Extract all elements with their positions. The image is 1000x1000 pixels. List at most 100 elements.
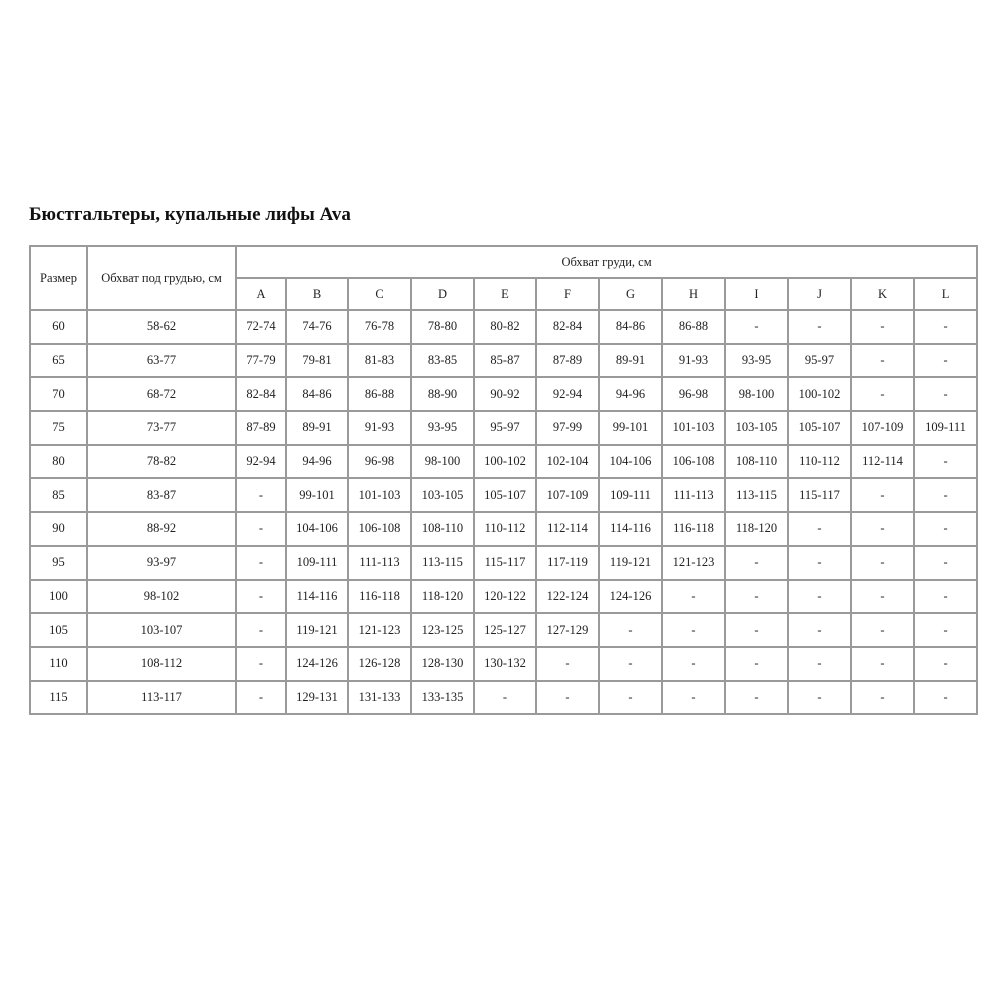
cup-cell-g: 99-101	[598, 410, 663, 446]
cup-cell-a: 82-84	[235, 376, 287, 413]
size-cell: 90	[29, 511, 88, 547]
cup-cell-b: 129-131	[285, 679, 349, 716]
cup-cell-i: 113-115	[724, 477, 789, 514]
cup-cell-j: -	[787, 578, 852, 615]
cup-cell-j: 105-107	[787, 410, 852, 446]
cup-cell-k: -	[850, 342, 915, 379]
header-cup-i: I	[724, 277, 789, 311]
cup-cell-d: 123-125	[410, 612, 475, 648]
cup-cell-l: -	[912, 443, 979, 480]
size-cell: 60	[29, 309, 88, 345]
cup-cell-a: -	[235, 511, 287, 547]
cup-cell-a: 92-94	[235, 443, 287, 480]
cup-cell-b: 99-101	[285, 477, 349, 514]
cup-cell-f: 127-129	[535, 612, 600, 648]
table-row: 85 83-87-99-101 101-103 103-105 105-107 107-1…	[29, 477, 979, 514]
cup-cell-k: -	[850, 679, 915, 716]
underbust-cell: 108-112	[86, 645, 237, 682]
size-chart-table: Размер Обхват под грудью, см Обхват груд…	[29, 245, 979, 716]
cup-cell-c: 131-133	[347, 679, 412, 716]
cup-cell-a: 77-79	[235, 342, 287, 379]
cup-cell-j: -	[787, 679, 852, 716]
cup-cell-f: 97-99	[535, 410, 600, 446]
cup-cell-j: -	[787, 612, 852, 648]
cup-cell-a: -	[235, 544, 287, 581]
cup-cell-f: -	[535, 645, 600, 682]
table-row: 80 78-82 92-94 94-96 96-98 98-100 100-102 102-1…	[29, 443, 979, 480]
cup-cell-j: 95-97	[787, 342, 852, 379]
underbust-cell: 68-72	[86, 376, 237, 413]
cup-cell-d: 78-80	[410, 309, 475, 345]
cup-cell-g: -	[598, 679, 663, 716]
cup-cell-l: -	[912, 477, 979, 514]
cup-cell-d: 128-130	[410, 645, 475, 682]
header-size: Размер	[29, 245, 88, 311]
size-cell: 110	[29, 645, 88, 682]
cup-cell-g: 104-106	[598, 443, 663, 480]
cup-cell-d: 133-135	[410, 679, 475, 716]
header-cup-j: J	[787, 277, 852, 311]
cup-cell-k: -	[850, 544, 915, 581]
table-row: 105 103-107-119-121 121-123 123-125 125-127 1…	[29, 612, 979, 648]
cup-cell-c: 121-123	[347, 612, 412, 648]
cup-cell-b: 94-96	[285, 443, 349, 480]
size-cell: 85	[29, 477, 88, 514]
cup-cell-j: -	[787, 645, 852, 682]
cup-cell-b: 89-91	[285, 410, 349, 446]
header-underbust: Обхват под грудью, см	[86, 245, 237, 311]
cup-cell-c: 101-103	[347, 477, 412, 514]
cup-cell-g: 109-111	[598, 477, 663, 514]
cup-cell-f: 87-89	[535, 342, 600, 379]
cup-cell-b: 109-111	[285, 544, 349, 581]
cup-cell-h: 106-108	[661, 443, 726, 480]
size-cell: 80	[29, 443, 88, 480]
cup-cell-b: 104-106	[285, 511, 349, 547]
cup-cell-e: 105-107	[473, 477, 537, 514]
header-cup-a: A	[235, 277, 287, 311]
header-cup-b: B	[285, 277, 349, 311]
header-cup-k: K	[850, 277, 915, 311]
table-row: 115 113-117-129-131 131-133 133-135- - - - - - - -	[29, 679, 979, 716]
cup-cell-e: 115-117	[473, 544, 537, 581]
header-cup-f: F	[535, 277, 600, 311]
table-row: 90 88-92-104-106 106-108 108-110 110-112 112-…	[29, 511, 979, 547]
cup-cell-k: 112-114	[850, 443, 915, 480]
cup-cell-i: -	[724, 309, 789, 345]
cup-cell-i: -	[724, 645, 789, 682]
cup-cell-d: 98-100	[410, 443, 475, 480]
cup-cell-f: 117-119	[535, 544, 600, 581]
cup-cell-c: 116-118	[347, 578, 412, 615]
cup-cell-b: 114-116	[285, 578, 349, 615]
cup-cell-h: 96-98	[661, 376, 726, 413]
cup-cell-a: -	[235, 679, 287, 716]
cup-cell-e: 125-127	[473, 612, 537, 648]
cup-cell-g: -	[598, 612, 663, 648]
cup-cell-i: -	[724, 578, 789, 615]
cup-cell-l: 109-111	[912, 410, 979, 446]
cup-cell-l: -	[912, 342, 979, 379]
cup-cell-e: 95-97	[473, 410, 537, 446]
header-cup-d: D	[410, 277, 475, 311]
cup-cell-d: 83-85	[410, 342, 475, 379]
cup-cell-a: -	[235, 477, 287, 514]
cup-cell-k: -	[850, 578, 915, 615]
cup-cell-f: 122-124	[535, 578, 600, 615]
size-cell: 95	[29, 544, 88, 581]
cup-cell-g: 119-121	[598, 544, 663, 581]
header-cup-h: H	[661, 277, 726, 311]
cup-cell-k: 107-109	[850, 410, 915, 446]
underbust-cell: 93-97	[86, 544, 237, 581]
cup-cell-h: 91-93	[661, 342, 726, 379]
cup-cell-c: 81-83	[347, 342, 412, 379]
cup-cell-i: 93-95	[724, 342, 789, 379]
cup-cell-d: 88-90	[410, 376, 475, 413]
cup-cell-h: -	[661, 578, 726, 615]
cup-cell-a: -	[235, 612, 287, 648]
cup-cell-j: 110-112	[787, 443, 852, 480]
cup-cell-j: -	[787, 511, 852, 547]
cup-cell-g: -	[598, 645, 663, 682]
cup-cell-l: -	[912, 309, 979, 345]
cup-cell-b: 119-121	[285, 612, 349, 648]
underbust-cell: 63-77	[86, 342, 237, 379]
